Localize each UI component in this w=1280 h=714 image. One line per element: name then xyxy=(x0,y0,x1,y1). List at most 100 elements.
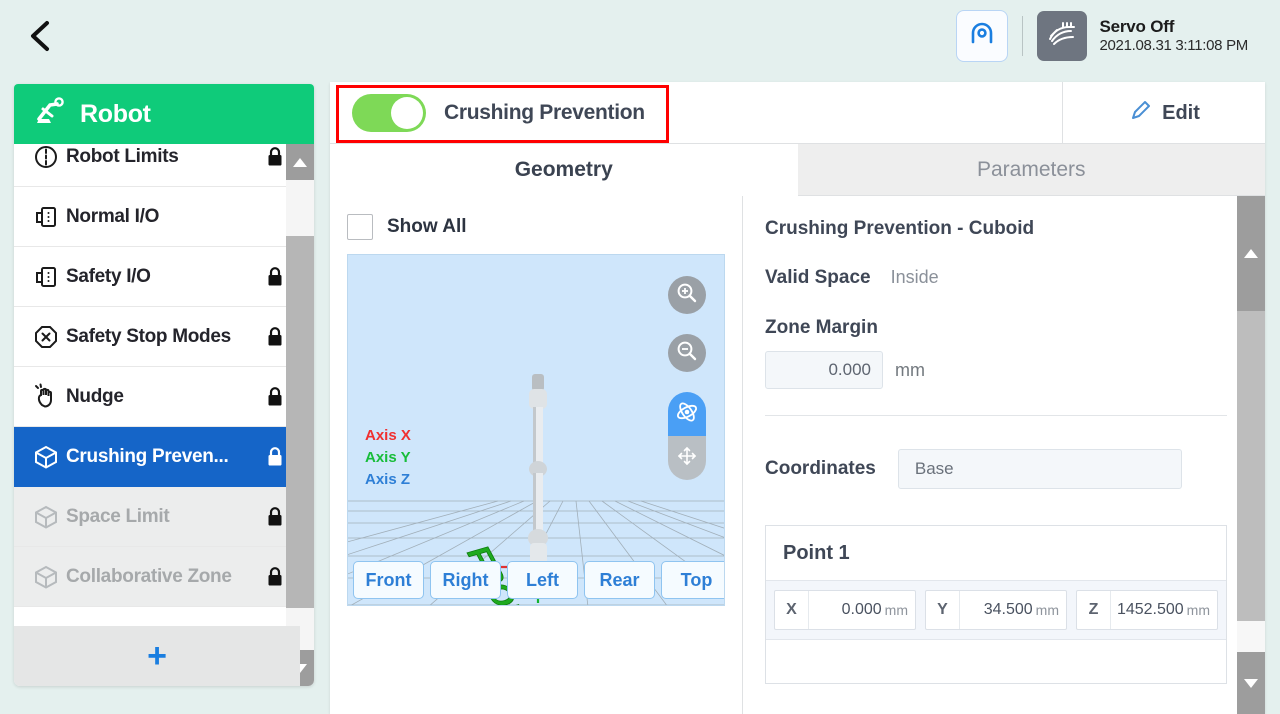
stop-octagon-icon xyxy=(32,323,66,351)
hand-teach-icon xyxy=(1037,11,1088,61)
coordinate-value: 0.000 xyxy=(841,601,882,618)
sidebar-item-label: Safety Stop Modes xyxy=(66,325,231,347)
details-scrollbar-thumb[interactable] xyxy=(1237,311,1265,621)
lock-icon xyxy=(264,146,286,168)
coordinate-field-x[interactable]: X 0.000 mm xyxy=(774,590,916,630)
robot-arm-icon xyxy=(34,96,66,132)
sidebar: Robot Robot Limits Normal I/O Safety I/O Sa… xyxy=(14,84,314,686)
nudge-hand-icon xyxy=(32,383,66,411)
sidebar-item-label: Crushing Preven... xyxy=(66,445,229,467)
back-button[interactable] xyxy=(12,8,68,64)
zone-margin-input[interactable]: 0.000 xyxy=(765,351,883,389)
coordinate-field-y[interactable]: Y 34.500 mm xyxy=(925,590,1067,630)
sidebar-item-safety-stop-modes[interactable]: Safety Stop Modes xyxy=(14,307,300,367)
details-scroll-up-button[interactable] xyxy=(1237,196,1265,311)
pan-icon xyxy=(675,444,699,473)
scrollbar-thumb[interactable] xyxy=(286,236,314,608)
toggle-label: Crushing Prevention xyxy=(444,100,645,124)
point-coordinate-row: X 0.000 mm Y 34.500 mm Z 1452.500 mm xyxy=(766,580,1226,639)
sidebar-item-collaborative-zone[interactable]: Collaborative Zone xyxy=(14,547,300,607)
sidebar-item-robot-limits[interactable]: Robot Limits xyxy=(14,144,300,187)
coordinate-unit: mm xyxy=(1035,602,1059,618)
sidebar-item-label: Robot Limits xyxy=(66,145,179,167)
sidebar-title: Robot xyxy=(80,99,151,128)
sidebar-item-normal-i-o[interactable]: Normal I/O xyxy=(14,187,300,247)
checkbox-box[interactable] xyxy=(347,214,373,240)
home-robot-icon xyxy=(967,19,997,54)
rotate-icon xyxy=(675,400,699,429)
view-button-front[interactable]: Front xyxy=(353,561,424,599)
pan-mode-button[interactable] xyxy=(668,436,706,480)
axis-x-label: Axis X xyxy=(365,427,411,444)
tab-geometry[interactable]: Geometry xyxy=(330,144,798,196)
sidebar-item-label: Safety I/O xyxy=(66,265,151,287)
coordinate-value: 34.500 xyxy=(983,601,1033,618)
details-column: Crushing Prevention - Cuboid Valid Space… xyxy=(743,196,1265,714)
valid-space-value: Inside xyxy=(890,267,939,287)
zoom-in-button[interactable] xyxy=(668,276,706,314)
triangle-down-icon xyxy=(1244,678,1258,688)
sidebar-item-label: Collaborative Zone xyxy=(66,565,232,587)
zone-margin-unit: mm xyxy=(895,359,925,380)
edit-label: Edit xyxy=(1162,101,1200,124)
zoom-out-icon xyxy=(675,339,699,368)
viewport-mode-pill[interactable] xyxy=(668,392,706,480)
sidebar-item-label: Space Limit xyxy=(66,505,170,527)
sidebar-item-nudge[interactable]: Nudge xyxy=(14,367,300,427)
lock-icon xyxy=(264,446,286,468)
point-card-header: Point 1 xyxy=(766,526,1226,580)
sidebar-item-space-limit[interactable]: Space Limit xyxy=(14,487,300,547)
divider xyxy=(1022,16,1024,56)
view-button-rear[interactable]: Rear xyxy=(584,561,655,599)
coordinates-select[interactable]: Base xyxy=(897,449,1182,489)
view-button-top[interactable]: Top xyxy=(661,561,724,599)
tab-parameters[interactable]: Parameters xyxy=(797,144,1265,196)
sidebar-item-safety-i-o[interactable]: Safety I/O xyxy=(14,247,300,307)
details-scroll-down-button[interactable] xyxy=(1237,652,1265,714)
show-all-checkbox[interactable]: Show All xyxy=(347,214,742,240)
tab-bar: Geometry Parameters xyxy=(330,144,1265,196)
lock-icon xyxy=(264,506,286,528)
coordinate-unit: mm xyxy=(884,602,908,618)
lock-icon xyxy=(264,566,286,588)
divider-line xyxy=(765,415,1227,416)
servo-status-title: Servo Off xyxy=(1099,17,1175,36)
cube-icon xyxy=(32,443,66,471)
valid-space-label: Valid Space xyxy=(765,267,871,288)
sidebar-item-label: Nudge xyxy=(66,385,124,407)
cube-icon xyxy=(32,503,66,531)
point-card: Point 1 X 0.000 mm Y 34.500 mm Z 1452.500 mm xyxy=(765,525,1227,684)
io-icon xyxy=(32,263,66,291)
coordinate-key: Y xyxy=(926,591,960,629)
view-button-right[interactable]: Right xyxy=(430,561,501,599)
crushing-prevention-toggle[interactable]: Crushing Prevention xyxy=(330,93,645,132)
zoom-out-button[interactable] xyxy=(668,334,706,372)
toggle-knob xyxy=(391,96,423,129)
scroll-up-button[interactable] xyxy=(286,144,314,180)
details-scrollbar[interactable] xyxy=(1237,196,1265,714)
robot-model xyxy=(525,374,551,573)
sidebar-item-crushing-preven[interactable]: Crushing Preven... xyxy=(14,427,300,487)
chevron-left-icon xyxy=(27,19,53,53)
coordinates-row: Coordinates Base xyxy=(765,449,1265,489)
coordinate-field-z[interactable]: Z 1452.500 mm xyxy=(1076,590,1218,630)
pencil-icon xyxy=(1128,99,1152,128)
main-panel: Crushing Prevention Edit Geometry Parame… xyxy=(330,82,1265,714)
add-item-button[interactable]: + xyxy=(14,626,300,686)
tab-geometry-label: Geometry xyxy=(514,157,613,181)
3d-viewport[interactable]: FRONT Axis X Axis Y Axis Z xyxy=(347,254,725,606)
rotate-mode-button[interactable] xyxy=(668,392,706,436)
edit-button[interactable]: Edit xyxy=(1062,82,1265,144)
coordinate-key: X xyxy=(775,591,809,629)
triangle-up-icon xyxy=(1244,249,1258,258)
view-button-left[interactable]: Left xyxy=(507,561,578,599)
coordinate-unit: mm xyxy=(1186,602,1210,618)
sidebar-item-label: Normal I/O xyxy=(66,205,160,227)
toggle-switch[interactable] xyxy=(352,93,426,132)
triangle-up-icon xyxy=(293,157,307,167)
tab-parameters-label: Parameters xyxy=(976,157,1086,181)
sidebar-scrollbar[interactable] xyxy=(286,144,314,686)
geometry-column: Show All xyxy=(330,196,743,714)
point-card-next-row xyxy=(766,639,1226,683)
home-button[interactable] xyxy=(956,10,1009,62)
